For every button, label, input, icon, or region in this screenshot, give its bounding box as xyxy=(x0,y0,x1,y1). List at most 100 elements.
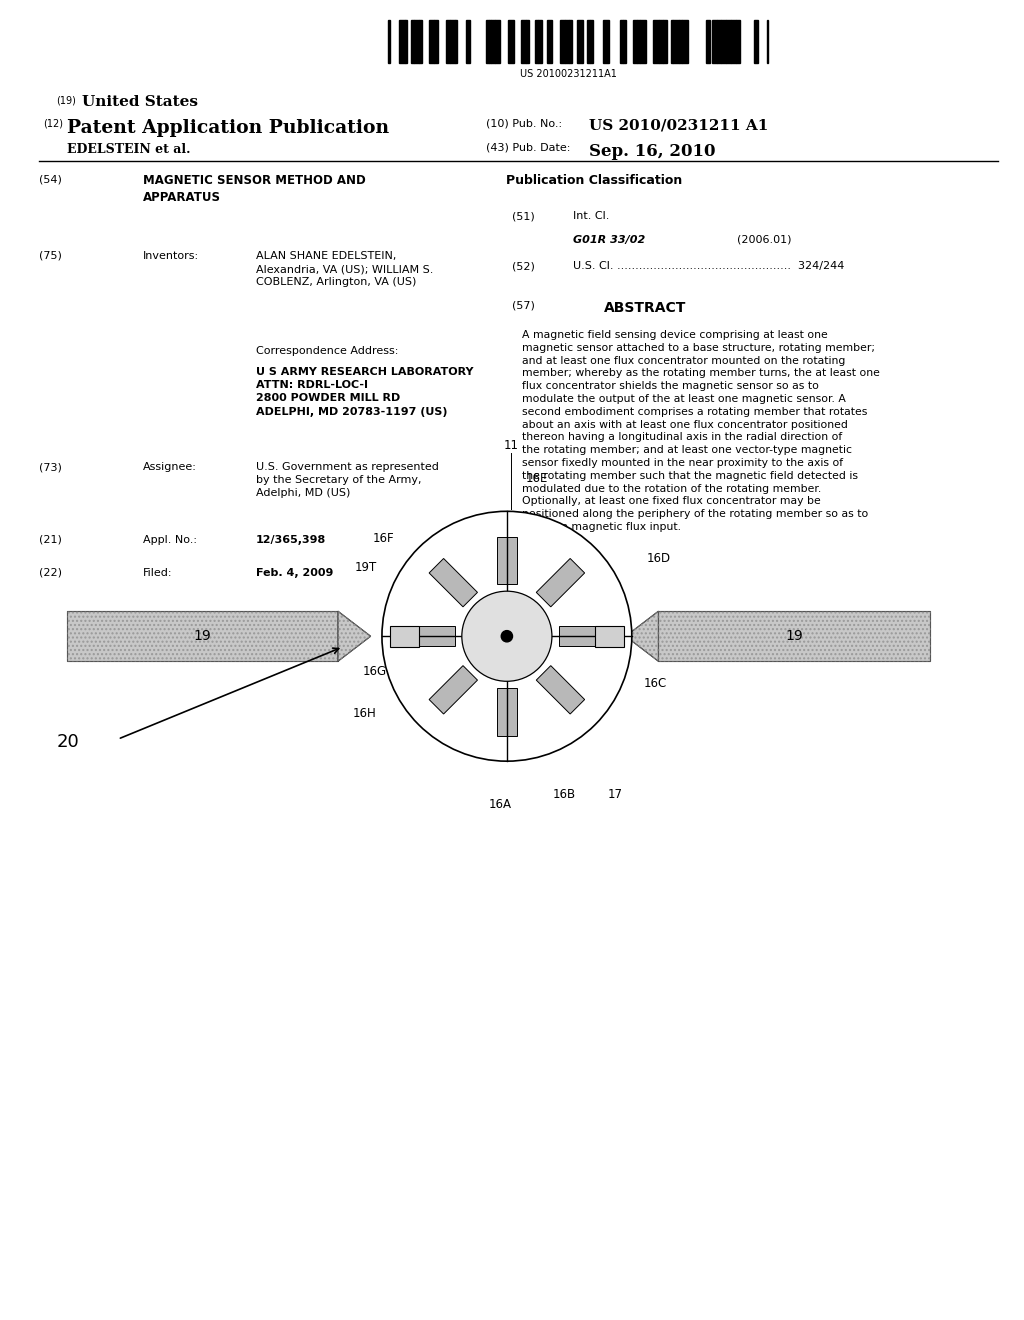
Bar xyxy=(717,20,721,63)
Bar xyxy=(411,20,415,63)
Bar xyxy=(446,20,450,63)
Bar xyxy=(466,20,470,63)
Text: Publication Classification: Publication Classification xyxy=(506,174,682,187)
Bar xyxy=(736,20,740,63)
Text: US 2010/0231211 A1: US 2010/0231211 A1 xyxy=(589,119,768,133)
Text: (73): (73) xyxy=(39,462,61,473)
Text: Appl. No.:: Appl. No.: xyxy=(143,535,198,545)
Bar xyxy=(390,626,419,647)
Text: U S ARMY RESEARCH LABORATORY
ATTN: RDRL-LOC-I
2800 POWDER MILL RD
ADELPHI, MD 20: U S ARMY RESEARCH LABORATORY ATTN: RDRL-… xyxy=(256,367,473,417)
Text: U.S. Government as represented
by the Secretary of the Army,
Adelphi, MD (US): U.S. Government as represented by the Se… xyxy=(256,462,439,499)
Text: G01R 33/02: G01R 33/02 xyxy=(573,235,646,246)
Text: (2006.01): (2006.01) xyxy=(737,235,792,246)
Text: 11: 11 xyxy=(504,440,518,451)
Bar xyxy=(565,20,569,63)
Text: 16F: 16F xyxy=(373,532,394,545)
Bar xyxy=(730,20,736,63)
Bar xyxy=(590,20,593,63)
Ellipse shape xyxy=(462,591,552,681)
Bar xyxy=(492,20,495,63)
Bar xyxy=(508,20,513,63)
Bar xyxy=(671,20,674,63)
Text: 16B: 16B xyxy=(553,788,577,800)
Bar xyxy=(712,20,717,63)
Text: Int. Cl.: Int. Cl. xyxy=(573,211,610,222)
Text: 16G: 16G xyxy=(362,665,387,677)
Polygon shape xyxy=(559,626,606,647)
Text: Sep. 16, 2010: Sep. 16, 2010 xyxy=(589,143,716,160)
Bar xyxy=(634,20,637,63)
Bar xyxy=(67,611,338,661)
Bar xyxy=(637,20,640,63)
Bar xyxy=(578,20,583,63)
Text: (54): (54) xyxy=(39,174,61,185)
Bar xyxy=(488,20,492,63)
Bar xyxy=(495,20,500,63)
Bar xyxy=(682,20,688,63)
Polygon shape xyxy=(408,626,455,647)
Text: 16A: 16A xyxy=(488,799,511,810)
Text: Assignee:: Assignee: xyxy=(143,462,198,473)
Text: (21): (21) xyxy=(39,535,61,545)
Bar xyxy=(664,20,667,63)
Text: (12): (12) xyxy=(43,119,63,129)
Bar xyxy=(721,20,726,63)
Text: 20: 20 xyxy=(56,733,79,751)
Bar xyxy=(674,20,679,63)
Bar xyxy=(569,20,571,63)
Text: (43) Pub. Date:: (43) Pub. Date: xyxy=(486,143,570,153)
Ellipse shape xyxy=(502,631,512,642)
Text: A magnetic field sensing device comprising at least one
magnetic sensor attached: A magnetic field sensing device comprisi… xyxy=(522,330,880,532)
Ellipse shape xyxy=(382,511,632,762)
Text: EDELSTEIN et al.: EDELSTEIN et al. xyxy=(67,143,190,156)
Bar xyxy=(726,20,730,63)
Polygon shape xyxy=(338,611,371,661)
Polygon shape xyxy=(497,688,517,737)
Bar xyxy=(547,20,552,63)
Bar xyxy=(755,20,759,63)
Text: Feb. 4, 2009: Feb. 4, 2009 xyxy=(256,568,334,578)
Text: 16H: 16H xyxy=(353,708,377,721)
Bar xyxy=(399,20,404,63)
Text: Patent Application Publication: Patent Application Publication xyxy=(67,119,389,137)
Polygon shape xyxy=(429,665,477,714)
Bar xyxy=(640,20,646,63)
Bar xyxy=(455,20,457,63)
Text: US 20100231211A1: US 20100231211A1 xyxy=(520,69,616,79)
Text: Correspondence Address:: Correspondence Address: xyxy=(256,346,398,356)
Bar xyxy=(429,20,433,63)
Text: 19: 19 xyxy=(194,630,211,643)
Text: Filed:: Filed: xyxy=(143,568,173,578)
Text: ALAN SHANE EDELSTEIN,
Alexandria, VA (US); WILLIAM S.
COBLENZ, Arlington, VA (US: ALAN SHANE EDELSTEIN, Alexandria, VA (US… xyxy=(256,251,433,288)
Bar xyxy=(535,20,539,63)
Text: (22): (22) xyxy=(39,568,61,578)
Text: (52): (52) xyxy=(512,261,535,272)
Bar xyxy=(767,20,768,63)
Text: ABSTRACT: ABSTRACT xyxy=(604,301,686,315)
Polygon shape xyxy=(537,558,585,607)
Bar xyxy=(707,20,710,63)
Text: 19: 19 xyxy=(785,630,803,643)
Text: MAGNETIC SENSOR METHOD AND
APPARATUS: MAGNETIC SENSOR METHOD AND APPARATUS xyxy=(143,174,367,205)
Bar xyxy=(623,20,626,63)
Bar xyxy=(486,20,488,63)
Text: (51): (51) xyxy=(512,211,535,222)
Bar xyxy=(587,20,590,63)
Text: 16C: 16C xyxy=(644,677,668,690)
Bar xyxy=(620,20,623,63)
Bar xyxy=(387,20,390,63)
Bar xyxy=(419,20,422,63)
Polygon shape xyxy=(497,536,517,585)
Text: 16D: 16D xyxy=(647,552,672,565)
Text: 16E: 16E xyxy=(525,471,548,484)
Polygon shape xyxy=(537,665,585,714)
Text: 19T: 19T xyxy=(354,561,377,574)
Bar xyxy=(450,20,455,63)
Bar xyxy=(520,20,525,63)
Text: (10) Pub. No.:: (10) Pub. No.: xyxy=(486,119,562,129)
Text: (19): (19) xyxy=(56,95,76,106)
Text: 12/365,398: 12/365,398 xyxy=(256,535,327,545)
Bar xyxy=(560,20,565,63)
Text: United States: United States xyxy=(82,95,198,110)
Bar xyxy=(404,20,408,63)
